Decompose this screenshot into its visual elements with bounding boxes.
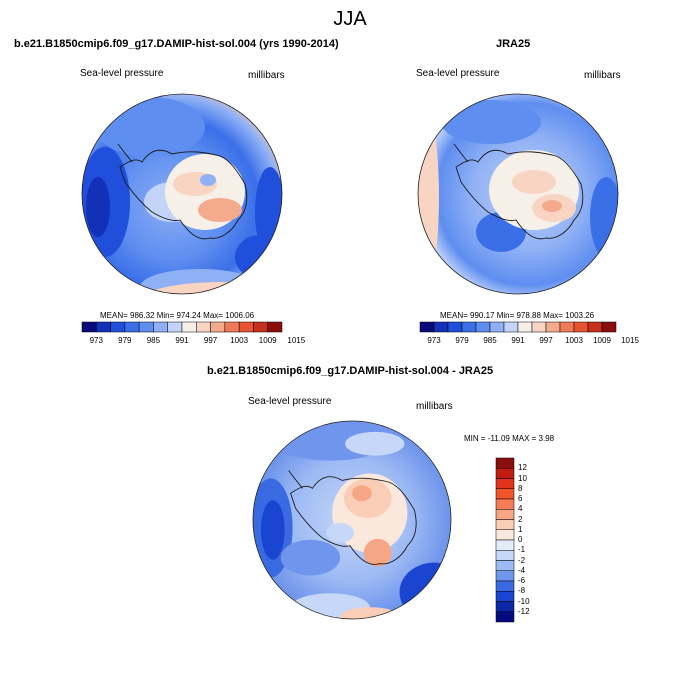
colorbar-swatch xyxy=(495,468,515,479)
colorbar-swatch xyxy=(495,488,515,500)
colorbar-tick-label: 1009 xyxy=(593,336,611,345)
colorbar-tick-label: 991 xyxy=(175,336,189,345)
colorbar-swatch xyxy=(495,498,515,510)
colorbar-tick-label: -10 xyxy=(518,596,530,606)
colorbar-swatch xyxy=(138,321,154,333)
colorbar-tick-label: -4 xyxy=(518,565,526,575)
panel1-stats: MEAN= 986.32 Min= 974.24 Max= 1006.06 xyxy=(100,311,255,320)
panel3-units-label: millibars xyxy=(416,401,453,412)
colorbar-tick-label: 979 xyxy=(455,336,469,345)
colorbar-tick-label: 2 xyxy=(518,514,523,524)
colorbar-tick-label: 1015 xyxy=(287,336,306,345)
panel3-colorbar xyxy=(495,457,515,623)
colorbar-tick-label: 997 xyxy=(203,336,218,345)
colorbar-swatch xyxy=(495,560,515,571)
panel3-polar-map xyxy=(252,420,452,620)
panel3-variable-label: Sea-level pressure xyxy=(248,396,332,407)
colorbar-swatch xyxy=(489,321,505,333)
colorbar-swatch xyxy=(495,478,515,489)
colorbar-swatch xyxy=(503,321,519,333)
colorbar-swatch xyxy=(461,321,477,333)
colorbar-tick-label: -1 xyxy=(518,545,526,555)
colorbar-tick-label: -2 xyxy=(518,555,526,565)
panel3-title: b.e21.B1850cmip6.f09_g17.DAMIP-hist-sol.… xyxy=(206,365,494,377)
colorbar-tick-label: 8 xyxy=(518,483,523,493)
panel1-polar-map xyxy=(81,93,283,295)
colorbar-swatch xyxy=(181,321,197,333)
colorbar-tick-label: 6 xyxy=(518,494,523,503)
colorbar-tick-label: 997 xyxy=(539,336,553,345)
colorbar-tick-label: 985 xyxy=(146,336,161,345)
colorbar-swatch xyxy=(167,321,183,333)
colorbar-swatch xyxy=(495,519,515,530)
panel3-colorbar-labels: 12 10 8 6 4 2 1 0 -1 -2 -4 -6 -8 -10 -12 xyxy=(518,458,548,622)
colorbar-swatch xyxy=(81,321,97,333)
colorbar-swatch xyxy=(545,321,561,333)
colorbar-swatch xyxy=(210,321,226,333)
colorbar-swatch xyxy=(238,321,254,333)
colorbar-swatch xyxy=(495,580,515,592)
colorbar-swatch xyxy=(153,321,168,333)
panel1-title: b.e21.B1850cmip6.f09_g17.DAMIP-hist-sol.… xyxy=(14,38,339,50)
colorbar-tick-label: 1003 xyxy=(230,336,249,345)
panel1-colorbar-labels: 973 979 985 991 997 1003 1009 1015 xyxy=(82,336,306,348)
colorbar-tick-label: 12 xyxy=(518,463,527,473)
colorbar-swatch xyxy=(124,321,140,333)
colorbar-swatch xyxy=(495,601,515,612)
colorbar-swatch xyxy=(110,321,126,333)
panel1-colorbar xyxy=(81,321,283,333)
colorbar-swatch xyxy=(447,321,463,333)
colorbar-tick-label: 991 xyxy=(511,336,525,345)
panel1-units-label: millibars xyxy=(248,70,285,81)
colorbar-swatch xyxy=(495,550,515,561)
panel2-variable-label: Sea-level pressure xyxy=(416,68,500,79)
colorbar-swatch xyxy=(517,321,533,333)
colorbar-swatch xyxy=(495,457,515,469)
figure-title: JJA xyxy=(333,8,367,30)
panel1-variable-label: Sea-level pressure xyxy=(80,68,164,79)
colorbar-tick-label: 10 xyxy=(518,473,527,483)
panel2-units-label: millibars xyxy=(584,70,621,81)
colorbar-swatch xyxy=(495,591,515,602)
colorbar-swatch xyxy=(587,321,603,333)
colorbar-tick-label: -12 xyxy=(518,606,530,616)
colorbar-swatch xyxy=(531,321,547,333)
colorbar-swatch xyxy=(433,321,449,333)
colorbar-swatch xyxy=(495,611,515,623)
colorbar-swatch xyxy=(495,529,515,541)
colorbar-swatch xyxy=(495,509,515,520)
colorbar-tick-label: 1015 xyxy=(621,336,639,345)
colorbar-swatch xyxy=(196,321,211,333)
colorbar-tick-label: 979 xyxy=(118,336,132,345)
colorbar-swatch xyxy=(224,321,240,333)
panel3-stats: MIN = -11.09 MAX = 3.98 xyxy=(464,434,555,443)
colorbar-swatch xyxy=(96,321,111,333)
colorbar-tick-label: -6 xyxy=(518,576,526,585)
colorbar-tick-label: 1003 xyxy=(565,336,583,345)
colorbar-tick-label: 973 xyxy=(427,336,441,345)
colorbar-swatch xyxy=(495,570,515,582)
colorbar-tick-label: 985 xyxy=(483,336,497,345)
panel2-title: JRA25 xyxy=(496,38,531,50)
panel2-polar-map xyxy=(417,93,619,295)
colorbar-swatch xyxy=(267,321,283,333)
colorbar-swatch xyxy=(601,321,617,333)
colorbar-tick-label: 4 xyxy=(518,504,523,514)
colorbar-swatch xyxy=(419,321,435,333)
panel2-colorbar-labels: 973 979 985 991 997 1003 1009 1015 xyxy=(420,336,639,348)
colorbar-swatch xyxy=(253,321,268,333)
colorbar-tick-label: 1 xyxy=(518,524,523,534)
colorbar-tick-label: 973 xyxy=(89,336,103,345)
colorbar-tick-label: 0 xyxy=(518,535,523,544)
colorbar-swatch xyxy=(559,321,575,333)
colorbar-tick-label: 1009 xyxy=(258,336,277,345)
colorbar-tick-label: -8 xyxy=(518,586,526,596)
colorbar-swatch xyxy=(475,321,491,333)
colorbar-swatch xyxy=(573,321,589,333)
colorbar-swatch xyxy=(495,539,515,551)
panel2-stats: MEAN= 990.17 Min= 978.88 Max= 1003.26 xyxy=(440,311,595,320)
panel2-colorbar xyxy=(419,321,617,333)
